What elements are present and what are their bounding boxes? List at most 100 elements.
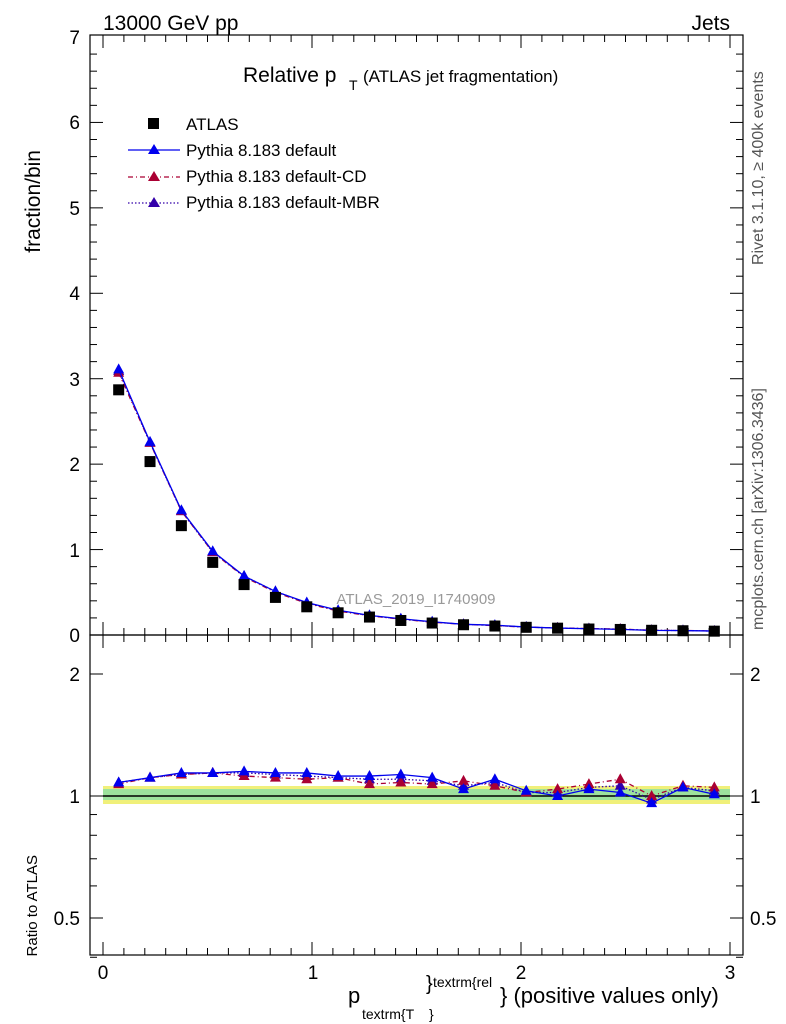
ratio-tick-label-right: 1 xyxy=(750,787,761,808)
legend-label: Pythia 8.183 default-MBR xyxy=(186,193,380,212)
x-axis-title-rest: } (positive values only) xyxy=(500,983,719,1008)
y-tick-label: 3 xyxy=(69,370,80,391)
data-point-square xyxy=(614,623,626,635)
data-point-triangle xyxy=(207,545,219,556)
legend-label: ATLAS xyxy=(186,115,239,134)
ratio-point-triangle xyxy=(614,779,626,790)
ratio-point-triangle xyxy=(708,788,720,799)
data-uncertainty-band xyxy=(103,789,730,800)
ratio-point-triangle xyxy=(646,790,658,800)
x-axis-title-sub: textrm{T xyxy=(362,1006,415,1022)
y-tick-label: 4 xyxy=(69,284,80,305)
x-tick-label: 2 xyxy=(516,963,527,984)
ratio-point-triangle xyxy=(363,778,375,789)
data-point-square xyxy=(395,614,407,626)
title-main: Relative p xyxy=(243,64,336,87)
ratio-point-triangle xyxy=(113,776,125,787)
data-point-square xyxy=(238,579,250,591)
data-point-square xyxy=(113,384,125,396)
category-label: Jets xyxy=(691,12,730,35)
ratio-point-triangle xyxy=(614,786,626,797)
data-point-triangle xyxy=(175,504,187,515)
data-point-square xyxy=(363,611,375,623)
y-tick-label: 0 xyxy=(69,626,80,647)
x-axis-title-sup: textrm{rel xyxy=(433,974,492,990)
ratio-tick-label: 1 xyxy=(69,787,80,808)
mcplots-label: mcplots.cern.ch [arXiv:1306.3436] xyxy=(750,388,767,630)
legend-entry-cd: Pythia 8.183 default-CD xyxy=(128,167,367,186)
ratio-point-triangle xyxy=(363,770,375,781)
analysis-label: ATLAS_2019_I1740909 xyxy=(336,591,495,608)
y-tick-label: 5 xyxy=(69,199,80,220)
ratio-point-triangle xyxy=(269,766,281,777)
ratio-tick-label: 0.5 xyxy=(54,909,80,930)
ratio-point-triangle xyxy=(552,790,564,800)
data-point-triangle xyxy=(238,570,250,581)
legend-entry-default: Pythia 8.183 default xyxy=(128,141,337,160)
ratio-point-triangle xyxy=(395,768,407,779)
legend-entry-mbr: Pythia 8.183 default-MBR xyxy=(128,193,380,212)
legend-entry-atlas: ATLAS xyxy=(148,115,239,134)
legend-label: Pythia 8.183 default-CD xyxy=(186,167,367,186)
ratio-point-triangle xyxy=(458,774,470,785)
y-axis-title: fraction/bin xyxy=(22,150,45,253)
energy-label: 13000 GeV pp xyxy=(103,12,238,35)
y-tick-label: 2 xyxy=(69,455,80,476)
title-paren: (ATLAS jet fragmentation) xyxy=(363,67,558,86)
data-point-square xyxy=(426,617,438,629)
ratio-point-triangle xyxy=(489,779,501,790)
legend-marker-triangle xyxy=(148,171,160,181)
ratio-point-triangle xyxy=(489,773,501,784)
legend-marker-square xyxy=(148,118,159,129)
y-tick-label: 6 xyxy=(69,113,80,134)
ratio-axis-title: Ratio to ATLAS xyxy=(24,855,41,956)
ratio-point-triangle xyxy=(238,765,250,776)
x-axis-title-brace: } xyxy=(426,973,433,995)
data-point-square xyxy=(520,621,532,633)
data-point-square xyxy=(677,625,689,637)
data-point-square xyxy=(269,591,281,603)
title-sub: T xyxy=(349,77,358,93)
ratio-point-triangle xyxy=(646,797,658,808)
data-point-square xyxy=(552,622,564,634)
ratio-line xyxy=(118,772,715,801)
ratio-line xyxy=(118,772,715,797)
ratio-point-triangle xyxy=(175,766,187,777)
data-point-square xyxy=(583,623,595,635)
x-tick-label: 0 xyxy=(98,963,109,984)
ratio-point-triangle xyxy=(583,783,595,794)
ratio-tick-labels: 0.5 1 2 0.5 1 2 xyxy=(54,665,777,930)
x-axis-title-p: p xyxy=(348,983,360,1008)
x-tick-labels: 0 1 2 3 xyxy=(98,963,736,984)
y-tick-labels: 0 1 2 3 4 5 6 7 xyxy=(69,28,80,647)
ratio-point-triangle xyxy=(552,783,564,794)
ratio-point-triangle xyxy=(708,781,720,792)
data-point-triangle xyxy=(113,363,125,374)
legend: ATLAS Pythia 8.183 default Pythia 8.183 … xyxy=(128,115,380,212)
data-point-square xyxy=(646,624,658,636)
data-point-square xyxy=(458,619,470,631)
data-point-square xyxy=(708,625,720,637)
data-point-square xyxy=(489,620,501,632)
legend-label: Pythia 8.183 default xyxy=(186,141,337,160)
ratio-tick-label-right: 2 xyxy=(750,665,761,686)
x-axis-title-sub-close: } xyxy=(429,1006,434,1022)
data-point-triangle xyxy=(144,435,156,446)
plot-title: Relative p T (ATLAS jet fragmentation) xyxy=(243,64,558,93)
x-axis-title: p textrm{T } } textrm{rel } (positive va… xyxy=(348,973,719,1022)
ratio-point-triangle xyxy=(426,778,438,789)
ratio-line xyxy=(118,770,715,804)
series-layer xyxy=(103,363,730,808)
ratio-point-triangle xyxy=(332,770,344,781)
ratio-point-triangle xyxy=(207,766,219,777)
data-point-square xyxy=(332,607,344,619)
ratio-point-triangle xyxy=(583,778,595,789)
data-point-square xyxy=(207,556,219,568)
ratio-point-triangle xyxy=(614,773,626,784)
axis-ticks xyxy=(90,35,743,958)
ratio-point-triangle xyxy=(395,776,407,787)
legend-marker-triangle xyxy=(148,197,160,207)
legend-marker-triangle xyxy=(148,144,160,154)
x-tick-label: 3 xyxy=(725,963,736,984)
ratio-point-triangle xyxy=(520,784,532,795)
